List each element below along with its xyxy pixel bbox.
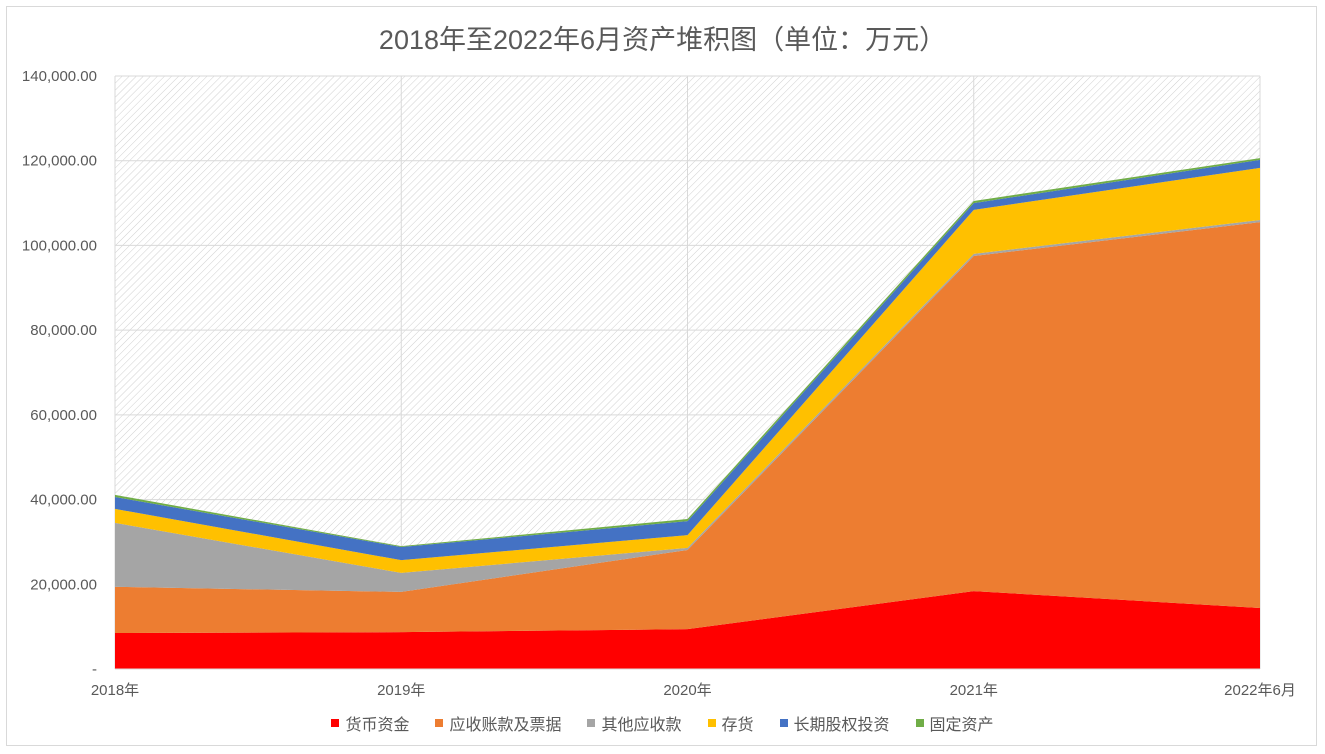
area-series-2	[115, 220, 1260, 592]
area-series-0	[115, 591, 1260, 669]
y-tick-label: -	[92, 661, 97, 678]
legend-swatch	[331, 719, 340, 727]
legend: 货币资金 应收账款及票据 其他应收款 存货 长期股权投资 固定资产	[0, 711, 1325, 735]
legend-item: 固定资产	[915, 711, 994, 735]
legend-item: 长期股权投资	[779, 711, 890, 735]
legend-item: 其他应收款	[587, 711, 682, 735]
legend-label: 固定资产	[929, 717, 994, 734]
y-tick-label: 100,000.00	[22, 237, 97, 254]
legend-label: 长期股权投资	[793, 717, 890, 734]
chart-frame	[6, 6, 1317, 746]
legend-swatch	[707, 719, 716, 727]
y-tick-label: 80,000.00	[30, 322, 97, 339]
y-tick-label: 120,000.00	[22, 153, 97, 170]
legend-swatch	[779, 719, 788, 727]
area-series-4	[115, 159, 1260, 561]
legend-label: 应收账款及票据	[449, 717, 562, 734]
y-tick-label: 60,000.00	[30, 407, 97, 424]
legend-swatch	[435, 719, 444, 727]
legend-swatch	[915, 719, 924, 727]
legend-swatch	[587, 719, 596, 727]
legend-item: 存货	[707, 711, 754, 735]
legend-label: 其他应收款	[601, 717, 682, 734]
legend-item: 应收账款及票据	[435, 711, 561, 735]
y-tick-label: 140,000.00	[22, 68, 97, 85]
legend-label: 货币资金	[345, 717, 410, 734]
x-tick-label: 2018年	[91, 682, 139, 699]
y-tick-label: 20,000.00	[30, 576, 97, 593]
legend-item: 货币资金	[331, 711, 409, 735]
area-series-1	[115, 222, 1260, 633]
x-tick-label: 2021年	[950, 682, 998, 699]
x-tick-label: 2022年6月	[1224, 682, 1296, 699]
chart-title: 2018年至2022年6月资产堆积图（单位：万元）	[378, 25, 947, 55]
x-tick-label: 2019年	[377, 682, 425, 699]
area-series-3	[115, 167, 1260, 573]
y-tick-label: 40,000.00	[30, 492, 97, 509]
legend-label: 存货	[721, 717, 754, 734]
x-tick-label: 2020年	[663, 682, 711, 699]
